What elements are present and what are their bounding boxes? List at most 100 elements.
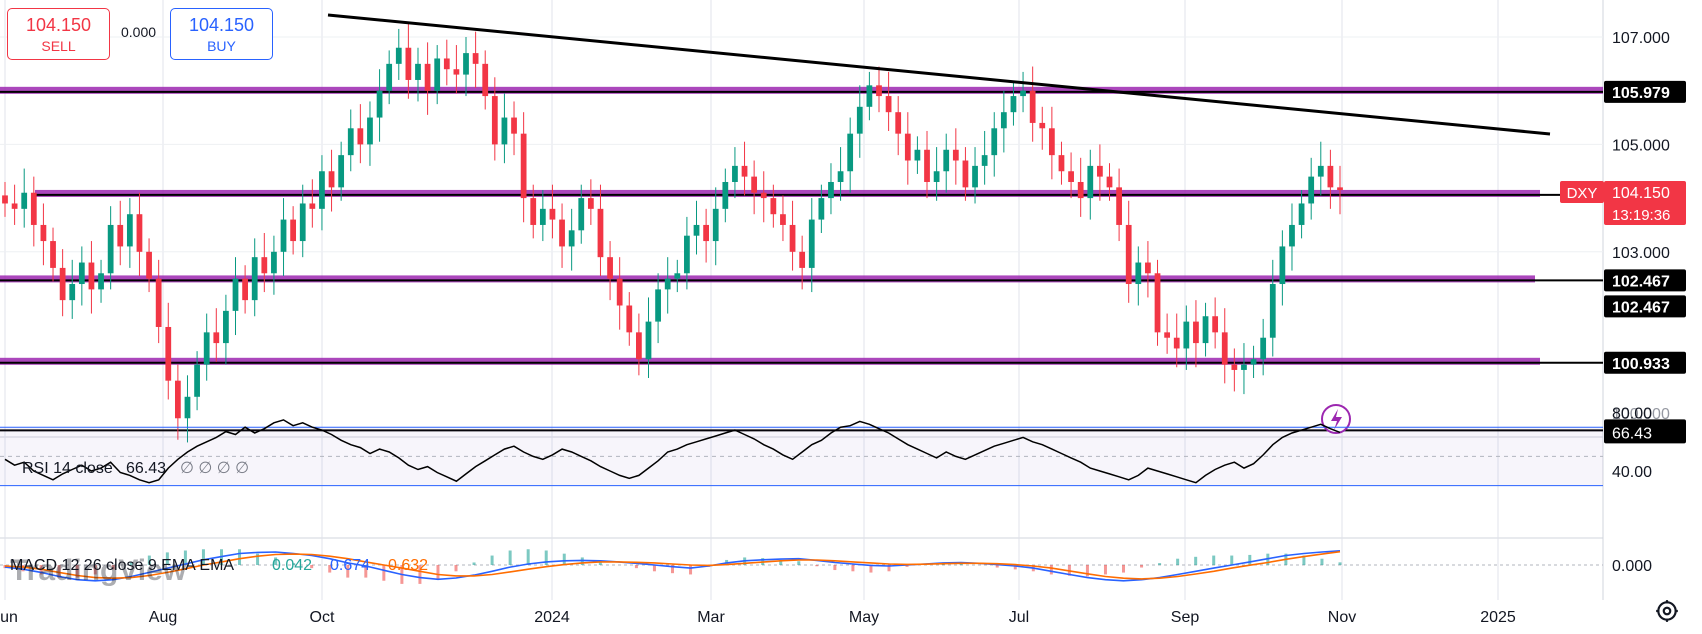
candle-body: [40, 224, 47, 242]
candle-body: [645, 321, 652, 360]
y-tick-label: 105.000: [1612, 137, 1670, 154]
candle-body: [443, 58, 450, 70]
countdown-label: 13:19:36: [1612, 207, 1670, 224]
last-price-label: 104.150: [1612, 185, 1670, 202]
candle-body: [1029, 90, 1036, 123]
y-tick-label: 100.000: [1612, 406, 1670, 423]
candle-body: [309, 203, 316, 209]
candle-body: [194, 364, 200, 397]
candle-body: [1269, 284, 1276, 338]
y-tick-label: 107.000: [1612, 30, 1670, 47]
trendline: [327, 13, 1551, 136]
x-tick-label: Jun: [0, 609, 18, 626]
candle-body: [50, 241, 56, 268]
candle-body: [1039, 122, 1046, 129]
candle-body: [539, 208, 546, 225]
candle-body: [203, 332, 210, 365]
candle-body: [242, 278, 248, 301]
buy-label: BUY: [207, 38, 236, 54]
candle-body: [395, 47, 402, 64]
candle-body: [1279, 246, 1286, 285]
candle-body: [914, 149, 921, 161]
candle-body: [386, 63, 393, 91]
sell-price: 104.150: [25, 15, 92, 35]
rsi-value-badge-label: 66.43: [1612, 425, 1652, 442]
level-price-label: 102.467: [1612, 299, 1670, 316]
candle-body: [847, 133, 854, 172]
candle-body: [126, 214, 133, 247]
candle-body: [981, 155, 988, 166]
rsi-placeholder-values: ∅ ∅ ∅ ∅: [180, 460, 249, 477]
candle-body: [703, 224, 709, 242]
candle-body: [972, 165, 978, 188]
candle-body: [98, 273, 104, 290]
candle-body: [530, 198, 537, 225]
candle-body: [1173, 337, 1180, 349]
rsi-value: 66.43: [126, 460, 166, 477]
candle-body: [1327, 165, 1334, 188]
candle-body: [770, 198, 777, 215]
candle-body: [818, 198, 825, 220]
macd-line-value: 0.674: [330, 557, 370, 574]
sell-button[interactable]: 104.150 SELL: [7, 8, 110, 60]
candle-body: [290, 219, 297, 242]
x-tick-label: 2025: [1480, 609, 1516, 626]
candle-body: [1125, 224, 1132, 285]
x-tick-label: Oct: [310, 609, 335, 626]
candle-body: [597, 208, 604, 258]
resistance-band: [35, 189, 1540, 197]
candle-body: [69, 284, 76, 301]
macd-signal-value: 0.632: [388, 557, 428, 574]
x-tick-label: Nov: [1328, 609, 1356, 626]
candle-body: [722, 181, 729, 209]
candle-body: [405, 47, 412, 80]
level-price-badge: [1604, 351, 1686, 374]
candle-body: [319, 171, 325, 209]
candle-body: [578, 198, 585, 231]
candle-body: [559, 219, 565, 247]
candle-body: [876, 85, 882, 97]
buy-button[interactable]: 104.150 BUY: [170, 8, 273, 60]
rsi-tick-label: 40.00: [1612, 464, 1652, 481]
spread-value: 0.000: [121, 24, 157, 40]
candle-body: [1250, 359, 1257, 365]
rsi-tick-label: 80.00: [1612, 406, 1652, 423]
x-tick-label: Aug: [149, 609, 177, 626]
settings-gear-icon[interactable]: [1654, 598, 1680, 624]
level-price-badge: [1604, 295, 1686, 318]
candle-body: [549, 208, 556, 220]
candle-body: [587, 198, 594, 209]
candle-body: [837, 171, 844, 182]
candle-body: [808, 219, 815, 268]
candle-body: [213, 332, 220, 344]
candle-body: [712, 208, 719, 242]
candle-body: [684, 235, 690, 274]
candle-body: [280, 219, 287, 252]
candle-body: [357, 128, 364, 145]
candle-body: [741, 165, 748, 177]
candle-body: [482, 63, 489, 97]
candle-body: [1068, 171, 1074, 182]
symbol-badge: [1560, 181, 1604, 203]
candle-body: [866, 85, 873, 107]
candle-body: [751, 176, 758, 193]
candle-body: [146, 251, 152, 279]
macd-line: [4, 550, 1341, 582]
candle-body: [184, 396, 191, 419]
x-tick-label: Sep: [1171, 609, 1200, 626]
resistance-band: [0, 86, 1603, 94]
rsi-label: RSI 14 close: [22, 460, 113, 477]
x-tick-label: Jul: [1009, 609, 1029, 626]
candle-body: [1298, 203, 1305, 225]
candle-body: [174, 380, 181, 419]
candle-body: [655, 289, 661, 322]
candle-body: [30, 192, 37, 225]
candle-body: [1193, 321, 1199, 344]
candle-body: [626, 305, 633, 333]
x-tick-label: May: [849, 609, 879, 626]
candle-body: [367, 117, 373, 145]
candle-body: [664, 278, 671, 290]
buy-price: 104.150: [188, 15, 255, 35]
candle-body: [952, 149, 959, 161]
